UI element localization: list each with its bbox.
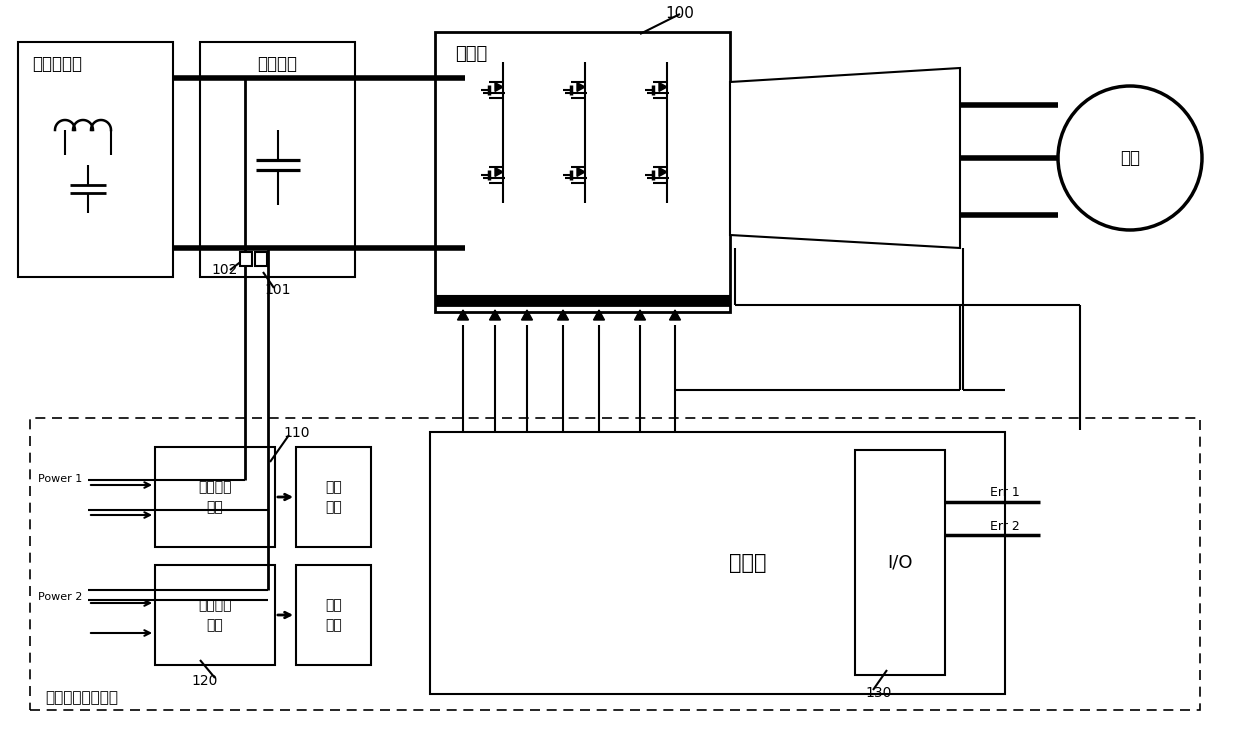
Bar [296,565,371,665]
Polygon shape [670,310,681,320]
Text: Power 2: Power 2 [37,592,82,602]
Bar [155,447,275,547]
Polygon shape [522,310,532,320]
Text: 控制器: 控制器 [729,553,766,573]
Text: Power 1: Power 1 [38,474,82,484]
Polygon shape [658,83,667,92]
Bar [30,418,1200,710]
Text: Err 2: Err 2 [990,520,1019,532]
Bar [430,432,1004,694]
Text: 100: 100 [666,7,694,21]
Polygon shape [458,310,469,320]
Polygon shape [730,68,960,248]
Text: 101: 101 [265,283,291,297]
Polygon shape [558,310,568,320]
Text: 电压参数检测装置: 电压参数检测装置 [45,690,118,705]
Text: 总线电容: 总线电容 [258,55,298,73]
Bar [856,450,945,675]
Polygon shape [635,310,646,320]
Text: 电源滤波器: 电源滤波器 [32,55,82,73]
Bar [435,32,730,312]
Text: 第一
端口: 第一 端口 [325,480,342,514]
Text: 120: 120 [192,674,218,688]
Polygon shape [490,310,501,320]
Text: 130: 130 [866,686,892,700]
Bar [241,252,252,266]
Text: 102: 102 [212,263,238,277]
Text: I/O: I/O [888,553,913,572]
Circle shape [1058,86,1202,230]
Text: 第二采样
模块: 第二采样 模块 [198,598,232,632]
Text: 第二
端口: 第二 端口 [325,598,342,632]
Text: 110: 110 [283,426,310,440]
Bar [155,565,275,665]
Text: 逆变器: 逆变器 [455,45,487,63]
Polygon shape [577,83,585,92]
Polygon shape [495,168,503,177]
Bar [255,252,267,266]
Polygon shape [658,168,667,177]
Bar [296,447,371,547]
Polygon shape [495,83,503,92]
Text: Err 1: Err 1 [990,487,1019,499]
Polygon shape [594,310,605,320]
Text: 第一采样
模块: 第一采样 模块 [198,480,232,514]
Polygon shape [577,168,585,177]
Text: 电机: 电机 [1120,149,1140,167]
Bar [19,42,174,277]
Bar [200,42,355,277]
